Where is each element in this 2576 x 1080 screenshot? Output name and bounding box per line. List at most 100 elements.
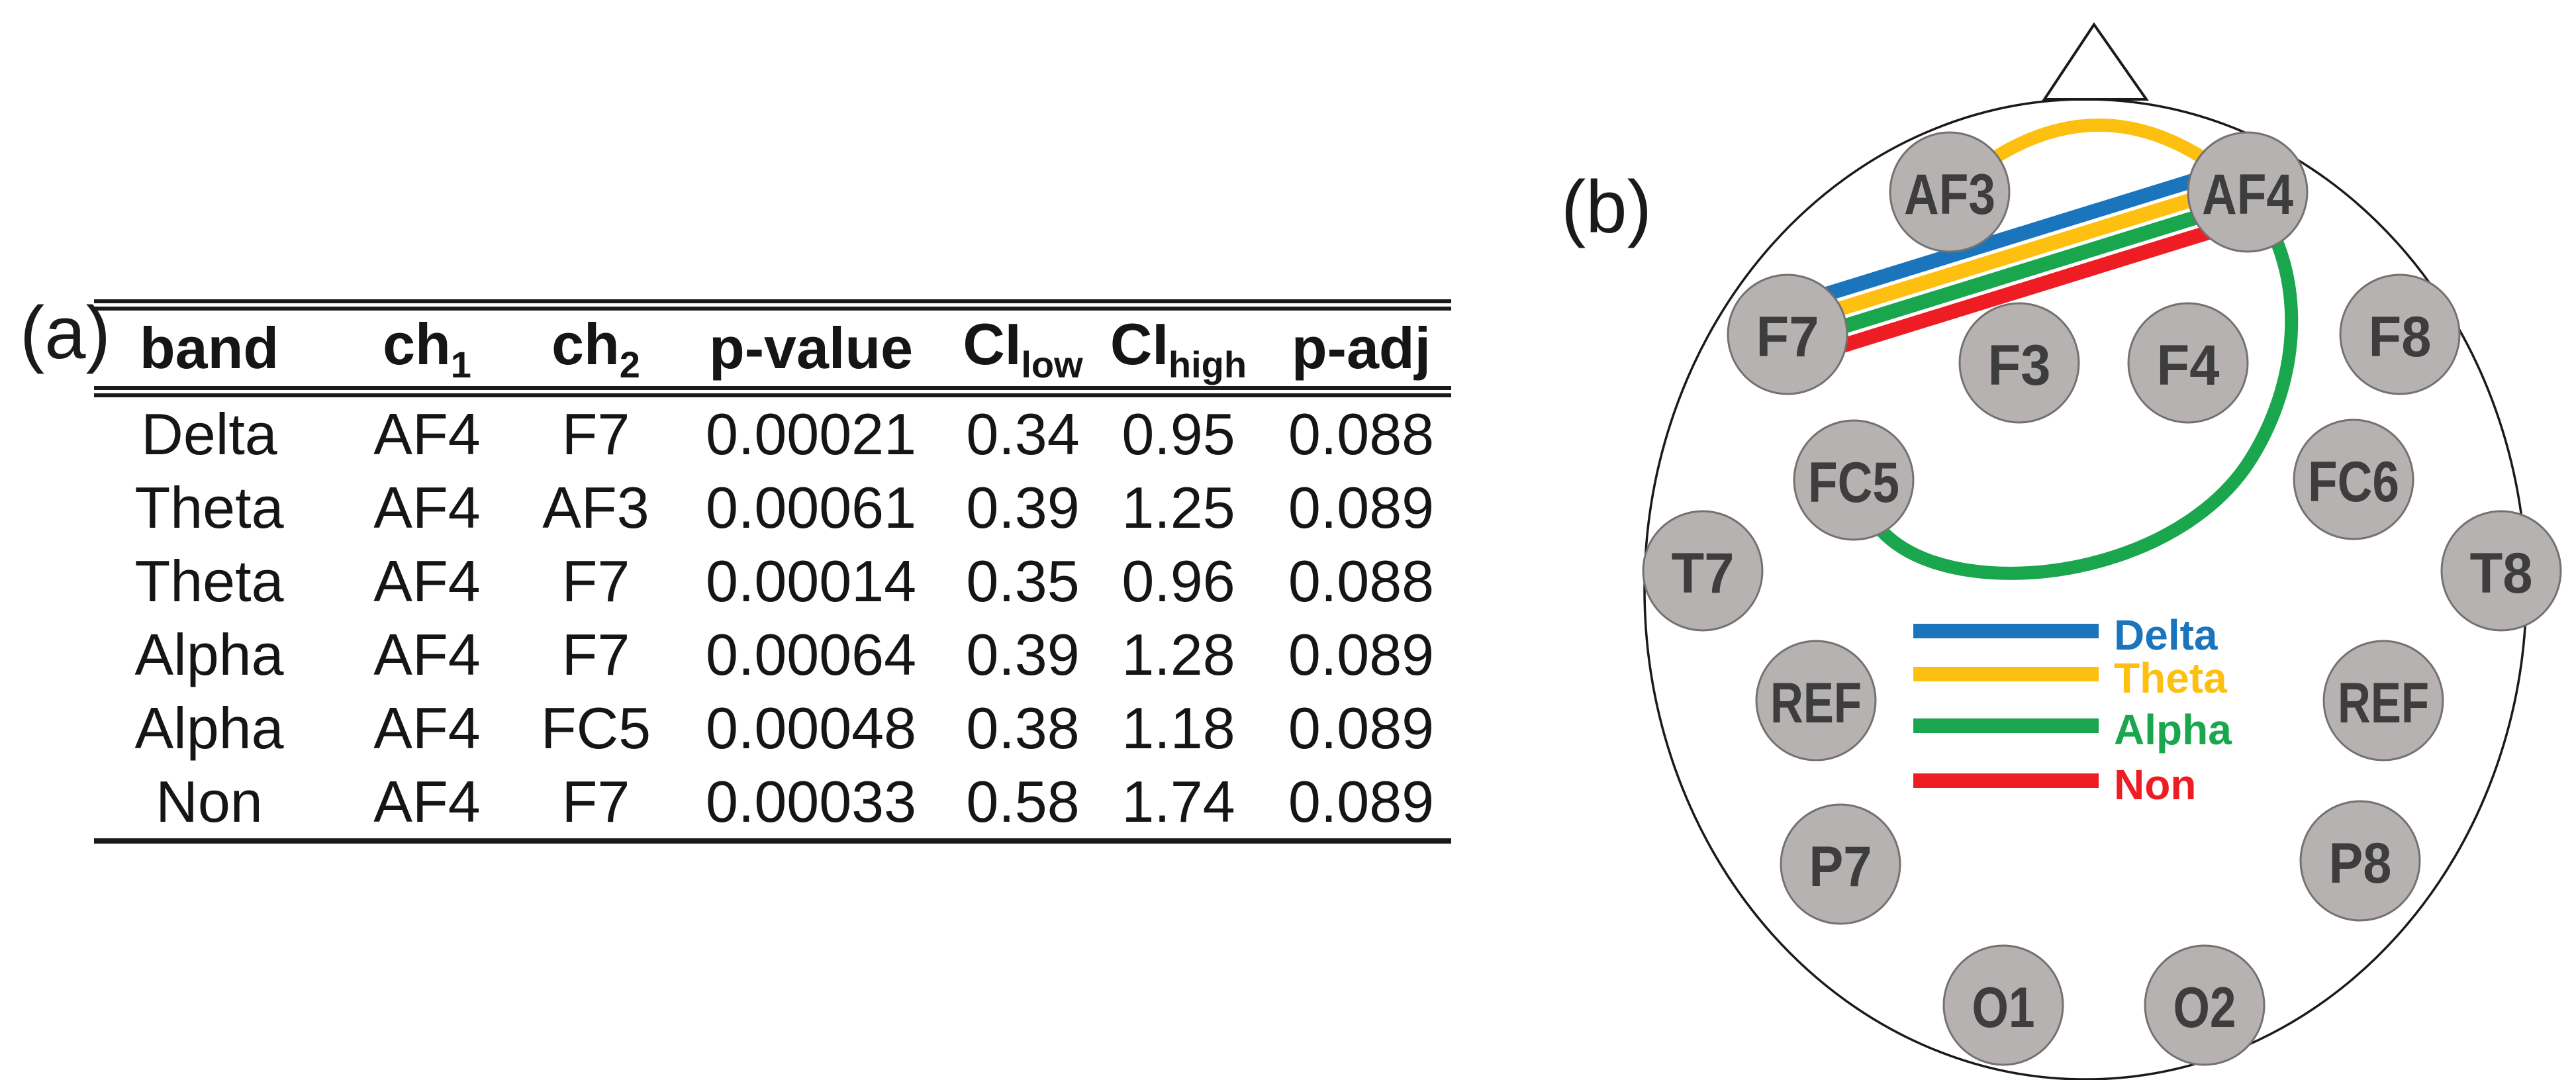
electrode-af3: [1889, 131, 2011, 253]
connection-alpha-f7-af4: [1788, 193, 2253, 350]
table-cell: AF4: [373, 768, 481, 834]
table-row: Non AF4 F7 0.00033 0.58 1.74 0.089: [94, 765, 1451, 841]
electrode-p7: [1780, 803, 1901, 925]
column-header-band: band: [139, 315, 279, 381]
table-cell: 0.089: [1288, 474, 1435, 540]
results-table: band ch1 ch2 p-value CIlow CIhigh p-adj Delta A…: [94, 299, 1451, 844]
table-cell: 0.00014: [705, 548, 917, 614]
table-cell: Theta: [134, 548, 284, 614]
table-cell: Alpha: [134, 621, 284, 687]
table-row: Theta AF4 AF3 0.00061 0.39 1.25 0.089: [94, 471, 1451, 544]
table-cell: 0.39: [966, 621, 1080, 687]
electrode-label-o1: O1: [1972, 976, 2035, 1040]
table-cell: 0.95: [1121, 401, 1235, 467]
electrode-o1: [1942, 944, 2064, 1066]
table-cell: F7: [561, 768, 630, 834]
electrode-label-p8: P8: [2329, 832, 2392, 895]
electrode-f7: [1727, 273, 1848, 395]
table-cell: Non: [156, 768, 263, 834]
electrode-label-ref: REF: [2338, 671, 2429, 735]
results-table-header: band ch1 ch2 p-value CIlow CIhigh p-adj: [94, 305, 1451, 392]
table-cell: FC5: [540, 695, 651, 761]
table-cell: 0.39: [966, 474, 1080, 540]
table-cell: F7: [561, 621, 630, 687]
panel-b-label: (b): [1561, 166, 1652, 248]
column-header-cilow: CIlow: [963, 311, 1083, 385]
table-cell: 0.00048: [705, 695, 917, 761]
electrode-label-f4: F4: [2157, 334, 2220, 397]
table-cell: 0.96: [1121, 548, 1235, 614]
connection-theta-f7-af4: [1782, 176, 2248, 333]
table-row: Delta AF4 F7 0.00021 0.34 0.95 0.088: [94, 392, 1451, 471]
table-row: Alpha AF4 FC5 0.00048 0.38 1.18 0.089: [94, 691, 1451, 765]
connection-non-f7-af4: [1793, 211, 2258, 368]
electrode-label-t8: T8: [2470, 542, 2533, 605]
electrode-ref: [1755, 640, 1877, 761]
electrode-f4: [2127, 302, 2249, 424]
table-cell: 0.00064: [705, 621, 917, 687]
electrode-p8: [2299, 800, 2421, 922]
table-cell: 0.00021: [705, 401, 917, 467]
table-cell: 0.088: [1288, 401, 1435, 467]
table-cell: 1.28: [1121, 621, 1235, 687]
table-cell: F7: [561, 548, 630, 614]
electrode-f3: [1958, 302, 2080, 424]
electrode-label-p7: P7: [1809, 835, 1872, 899]
table-cell: 1.18: [1121, 695, 1235, 761]
table-cell: Delta: [141, 401, 277, 467]
nose: [2042, 22, 2149, 101]
table-cell: 0.00033: [705, 768, 917, 834]
table-cell: 0.35: [966, 548, 1080, 614]
electrode-af4: [2187, 131, 2309, 253]
column-header-p-value: p-value: [708, 315, 914, 381]
connection-alpha-af4-fc5: [1848, 187, 2299, 580]
table-cell: 0.58: [966, 768, 1080, 834]
legend-label-non: Non: [2114, 761, 2196, 809]
electrode-label-f7: F7: [1756, 305, 1819, 369]
header-row: band ch1 ch2 p-value CIlow CIhigh p-adj: [94, 305, 1451, 392]
electrode-label-t7: T7: [1672, 542, 1735, 605]
results-table-body: Delta AF4 F7 0.00021 0.34 0.95 0.088 Theta AF4 AF…: [94, 392, 1451, 842]
table-cell: 0.38: [966, 695, 1080, 761]
column-header-ch1: ch1: [383, 311, 471, 385]
table-cell: F7: [561, 401, 630, 467]
electrode-label-ref: REF: [1770, 671, 1862, 735]
connection-delta-f7-af4: [1777, 159, 2242, 316]
electrode-o2: [2144, 944, 2266, 1066]
table-cell: Alpha: [134, 695, 284, 761]
electrode-f8: [2339, 273, 2461, 395]
table-row: Theta AF4 F7 0.00014 0.35 0.96 0.088: [94, 544, 1451, 618]
legend-label-delta: Delta: [2114, 611, 2218, 659]
legend-label-alpha: Alpha: [2114, 706, 2232, 754]
electrode-fc6: [2293, 418, 2414, 540]
electrode-t7: [1642, 510, 1764, 632]
electrode-t8: [2440, 510, 2562, 632]
table-cell: 1.25: [1121, 474, 1235, 540]
table-cell: Theta: [134, 474, 284, 540]
results-table-container: band ch1 ch2 p-value CIlow CIhigh p-adj Delta A…: [94, 299, 1451, 844]
table-row: Alpha AF4 F7 0.00064 0.39 1.28 0.089: [94, 618, 1451, 691]
column-header-ch2: ch2: [551, 311, 640, 385]
electrode-label-fc5: FC5: [1808, 451, 1899, 515]
electrode-topography: AF3 AF4 F7 F3 F4 F8 FC5 FC6 T7 T8 REF REF P7 P8 O1 O2 D…: [1523, 0, 2576, 1080]
table-cell: 0.089: [1288, 768, 1435, 834]
electrode-label-f8: F8: [2369, 305, 2432, 369]
table-cell: 0.34: [966, 401, 1080, 467]
legend-label-theta: Theta: [2114, 654, 2227, 702]
table-cell: 0.089: [1288, 695, 1435, 761]
electrode-label-fc6: FC6: [2308, 450, 2399, 514]
electrodes-layer: AF3 AF4 F7 F3 F4 F8 FC5 FC6 T7 T8 REF REF P7 P8 O1 O2: [1642, 131, 2562, 1066]
table-cell: 0.088: [1288, 548, 1435, 614]
electrode-label-o2: O2: [2173, 976, 2236, 1040]
table-cell: AF3: [542, 474, 649, 540]
electrode-label-af4: AF4: [2202, 163, 2293, 226]
table-cell: AF4: [373, 474, 481, 540]
table-cell: AF4: [373, 401, 481, 467]
table-cell: AF4: [373, 621, 481, 687]
table-cell: 0.089: [1288, 621, 1435, 687]
electrode-fc5: [1793, 419, 1915, 541]
column-header-p-adj: p-adj: [1291, 315, 1431, 381]
column-header-cihigh: CIhigh: [1110, 311, 1247, 385]
table-cell: 0.00061: [705, 474, 917, 540]
